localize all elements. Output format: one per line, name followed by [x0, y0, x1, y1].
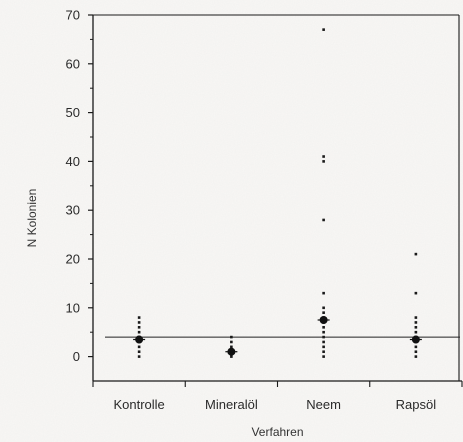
data-point [322, 28, 325, 31]
data-point [322, 326, 325, 329]
data-point [322, 306, 325, 310]
data-point [322, 345, 325, 349]
data-point [322, 155, 325, 158]
y-tick-label: 30 [66, 203, 80, 218]
x-tick-label: Rapsöl [396, 397, 437, 412]
data-point [137, 316, 141, 319]
data-point [414, 252, 418, 256]
data-point [414, 316, 418, 319]
data-point [322, 335, 325, 339]
data-point [322, 160, 325, 163]
data-point [414, 330, 418, 334]
y-tick-label: 40 [66, 154, 80, 169]
y-tick-label: 50 [66, 105, 80, 120]
x-axis: Kontrolle Mineralöl Neem Rapsöl [92, 381, 463, 412]
data-point [137, 321, 141, 324]
data-point [137, 330, 141, 334]
data-point [230, 345, 233, 349]
data-point [414, 291, 418, 295]
data-point [230, 340, 233, 344]
x-axis-title: Verfahren [251, 425, 303, 439]
data-point [414, 350, 418, 354]
data-point [322, 311, 325, 314]
data-point [137, 345, 141, 349]
data-point [322, 355, 325, 358]
data-point [414, 355, 418, 358]
data-point [322, 330, 325, 334]
data-point [322, 218, 325, 222]
data-point [137, 350, 141, 354]
y-tick-label: 0 [73, 349, 80, 364]
data-point [322, 291, 325, 295]
data-point [230, 335, 233, 339]
mean-markers [133, 316, 422, 356]
y-tick-label: 10 [66, 300, 80, 315]
y-axis-title: N Kolonien [25, 189, 39, 248]
data-point [414, 321, 418, 324]
y-tick-label: 60 [66, 56, 80, 71]
x-tick-label: Kontrolle [113, 397, 164, 412]
data-point [137, 355, 141, 358]
x-tick-label: Mineralöl [205, 397, 258, 412]
data-point [230, 355, 233, 358]
data-point [414, 345, 418, 349]
data-point [414, 326, 418, 329]
data-point [322, 340, 325, 344]
y-tick-label: 20 [66, 252, 80, 267]
data-point [322, 350, 325, 354]
x-tick-label: Neem [306, 397, 341, 412]
y-tick-label: 70 [66, 8, 80, 23]
y-axis: 0 10 20 30 40 50 60 70 [66, 8, 93, 364]
data-point [137, 326, 141, 329]
